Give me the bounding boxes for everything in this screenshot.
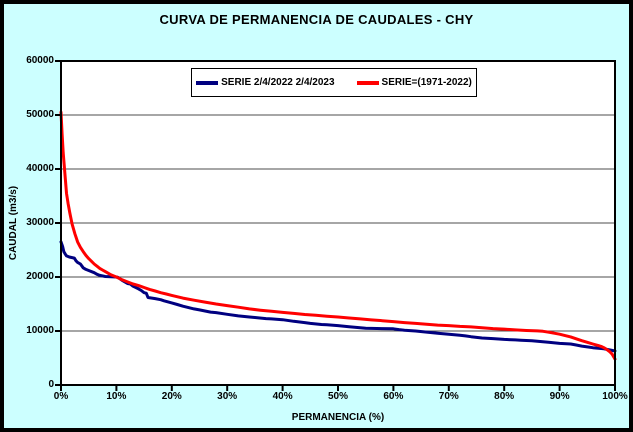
- y-tick-label: 10000: [26, 325, 54, 336]
- x-axis-title: PERMANENCIA (%): [291, 412, 385, 423]
- legend-item-serie-1971-2022: SERIE=(1971-2022): [356, 77, 472, 88]
- x-tick-label: 40%: [272, 391, 293, 402]
- y-tick-label: 30000: [26, 217, 54, 228]
- y-tick-label: 20000: [26, 271, 54, 282]
- chart-title: CURVA DE PERMANENCIA DE CAUDALES - CHY: [159, 12, 474, 27]
- x-tick-label: 10%: [106, 391, 127, 402]
- y-tick-label: 40000: [26, 163, 54, 174]
- x-tick-label: 30%: [217, 391, 238, 402]
- x-tick-label: 60%: [383, 391, 404, 402]
- series-blue-label: SERIE 2/4/2022 2/4/2023: [221, 77, 335, 88]
- x-tick-label: 90%: [549, 391, 570, 402]
- series-line-red: [59, 110, 617, 361]
- x-tick-label: 50%: [327, 391, 348, 402]
- y-tick-label: 0: [48, 379, 54, 390]
- y-axis-title: CAUDAL (m3/s): [8, 185, 19, 261]
- x-tick-label: 70%: [438, 391, 459, 402]
- series-line-blue: [59, 240, 617, 353]
- y-tick-label: 60000: [26, 55, 54, 66]
- x-tick-label: 80%: [494, 391, 515, 402]
- series-blue-line-swatch: [196, 80, 219, 85]
- x-tick-label: 100%: [602, 391, 628, 402]
- legend-item-serie-2022-2023: SERIE 2/4/2022 2/4/2023: [196, 77, 335, 88]
- series-red-label: SERIE=(1971-2022): [381, 77, 472, 88]
- y-tick-label: 50000: [26, 109, 54, 120]
- x-tick-label: 20%: [161, 391, 182, 402]
- x-tick-label: 0%: [53, 391, 69, 402]
- legend: SERIE 2/4/2022 2/4/2023 SERIE=(1971-2022…: [191, 68, 477, 97]
- plot-area: [55, 60, 617, 391]
- series-red-line-swatch: [356, 80, 379, 85]
